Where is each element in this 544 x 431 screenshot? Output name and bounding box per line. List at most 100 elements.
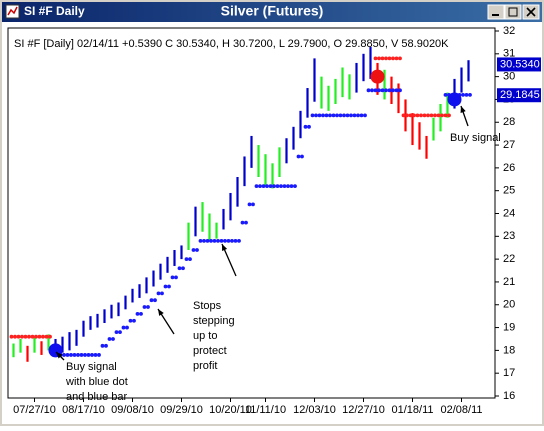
- stop-dot: [23, 334, 28, 339]
- stop-dot: [412, 113, 416, 118]
- stop-dot: [429, 113, 434, 118]
- stop-dot: [160, 291, 164, 296]
- maximize-button[interactable]: [504, 4, 522, 20]
- arrow-head: [460, 106, 466, 113]
- signal-dot: [447, 92, 462, 107]
- y-tick-label: 20: [503, 299, 515, 311]
- stop-dot: [93, 353, 98, 357]
- stop-dot: [195, 248, 199, 252]
- stop-dot: [419, 113, 423, 118]
- stop-dot: [223, 238, 227, 243]
- stop-dot: [331, 113, 336, 118]
- stop-dot: [394, 56, 399, 61]
- stop-dot: [184, 257, 189, 262]
- stop-dot: [324, 113, 329, 118]
- stop-dot: [167, 284, 171, 289]
- stop-dot: [338, 113, 343, 118]
- y-tick-label: 28: [503, 116, 515, 128]
- stop-dot: [268, 184, 273, 189]
- stop-dot: [27, 334, 31, 339]
- stop-dot: [272, 184, 276, 189]
- stop-dot: [65, 353, 70, 357]
- stop-dot: [352, 113, 357, 118]
- stop-dot: [461, 92, 465, 97]
- stop-dot: [72, 353, 77, 357]
- stop-dot: [391, 88, 395, 93]
- price-label: 30.5340: [500, 58, 540, 70]
- stop-dot: [398, 88, 402, 93]
- x-tick-label: 12/03/10: [293, 404, 336, 416]
- stop-dot: [146, 305, 150, 309]
- y-tick-label: 25: [503, 185, 515, 197]
- stop-dot: [328, 113, 332, 118]
- stop-dot: [307, 124, 311, 129]
- stop-dot: [398, 56, 402, 61]
- stop-dot: [370, 88, 374, 93]
- stop-dot: [261, 184, 266, 189]
- stop-dot: [118, 330, 122, 335]
- stop-dot: [286, 184, 290, 189]
- annotation-text: profit: [193, 360, 217, 372]
- stop-dot: [230, 238, 234, 243]
- stop-dot: [447, 113, 451, 118]
- stop-dot: [30, 334, 35, 339]
- close-glyph: [526, 7, 536, 17]
- y-tick-label: 24: [503, 207, 515, 219]
- stop-dot: [107, 337, 112, 341]
- stop-dot: [177, 266, 182, 271]
- stop-dot: [436, 113, 441, 118]
- y-tick-label: 26: [503, 162, 515, 174]
- arrow-head: [56, 352, 63, 359]
- x-tick-label: 02/08/11: [440, 404, 482, 416]
- stop-dot: [296, 154, 301, 159]
- annotation-text: protect: [193, 345, 227, 357]
- stop-dot: [317, 113, 322, 118]
- stop-dot: [289, 184, 294, 189]
- y-tick-label: 16: [503, 390, 515, 402]
- stop-dot: [226, 238, 231, 243]
- stop-dot: [443, 113, 448, 118]
- stop-dot: [275, 184, 280, 189]
- stop-dot: [363, 113, 367, 118]
- stop-dot: [216, 238, 220, 243]
- stop-dot: [384, 56, 388, 61]
- maximize-glyph: [508, 7, 518, 17]
- stop-dot: [244, 220, 248, 225]
- stop-dot: [48, 334, 52, 339]
- stop-dot: [251, 202, 255, 207]
- x-tick-label: 01/18/11: [391, 404, 433, 416]
- stop-dot: [41, 334, 45, 339]
- stop-dot: [293, 184, 297, 189]
- stop-dot: [233, 238, 238, 243]
- stop-dot: [153, 298, 157, 303]
- stop-dot: [181, 266, 185, 271]
- y-tick-label: 22: [503, 253, 515, 265]
- x-tick-label: 09/08/10: [111, 404, 154, 416]
- stop-dot: [9, 334, 14, 339]
- chart-area: [2, 22, 542, 424]
- stop-dot: [366, 88, 371, 93]
- stop-dot: [345, 113, 350, 118]
- stop-dot: [373, 88, 378, 93]
- stop-dot: [79, 353, 84, 357]
- stop-dot: [16, 334, 21, 339]
- y-tick-label: 30: [503, 71, 515, 83]
- stop-dot: [279, 184, 283, 189]
- window-buttons: [487, 4, 540, 20]
- price-label-box: [497, 88, 541, 103]
- stop-dot: [20, 334, 24, 339]
- minimize-button[interactable]: [487, 4, 505, 20]
- title-bar: [2, 2, 542, 22]
- stop-dot: [191, 248, 196, 252]
- stop-dot: [205, 238, 210, 243]
- stop-dot: [265, 184, 269, 189]
- stop-dot: [86, 353, 91, 357]
- stop-dot: [408, 113, 413, 118]
- x-tick-label: 10/20/10: [209, 404, 252, 416]
- y-tick-label: 31: [503, 48, 515, 60]
- stop-dot: [405, 113, 409, 118]
- stop-dot: [335, 113, 339, 118]
- stop-dot: [135, 311, 140, 316]
- stop-dot: [282, 184, 287, 189]
